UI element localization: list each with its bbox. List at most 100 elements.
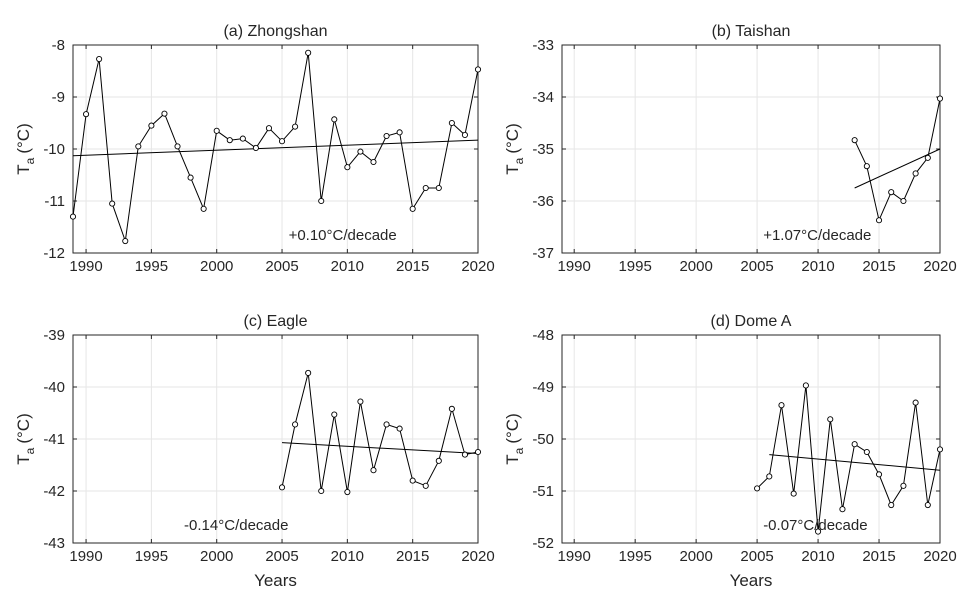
y-label-main: T	[503, 454, 522, 464]
data-point	[448, 405, 455, 412]
y-axis-label: Ta (°C)	[503, 413, 526, 464]
data-point	[331, 116, 338, 123]
chart-panel-0: 1990 1995 2000 2005 2010 2015 2020 -12 -11 -10 -9 -…	[14, 23, 495, 275]
series-line	[72, 52, 479, 242]
y-label-subscript: a	[23, 447, 37, 454]
data-point	[383, 132, 390, 140]
y-tick-label: -34	[532, 89, 554, 106]
data-point	[936, 95, 944, 102]
y-tick-label: -9	[52, 89, 65, 106]
data-point	[318, 487, 325, 495]
y-tick-label: -37	[532, 245, 554, 262]
x-tick-label: 2005	[265, 258, 298, 275]
data-point	[226, 137, 233, 144]
x-tick-label: 2000	[200, 548, 233, 565]
data-point	[474, 66, 482, 73]
data-point	[422, 184, 429, 192]
data-point	[778, 402, 785, 409]
y-axis-label: Ta (°C)	[14, 413, 37, 464]
x-tick-label: 2000	[200, 258, 233, 275]
data-point	[135, 143, 142, 150]
x-tick-label: 2010	[331, 548, 364, 565]
x-tick-label: 1990	[558, 548, 591, 565]
data-point	[148, 122, 155, 129]
x-tick-label: 2015	[396, 548, 429, 565]
x-tick-label: 2005	[265, 548, 298, 565]
data-point	[790, 490, 797, 497]
y-tick-label: -51	[532, 483, 554, 500]
trend-annotation: -0.14°C/decade	[184, 517, 288, 534]
chart-title: (b) Taishan	[712, 23, 791, 40]
data-point	[318, 197, 325, 205]
data-point	[383, 421, 390, 428]
x-tick-label: 2010	[801, 548, 834, 565]
chart-panel-2: 1990 1995 2000 2005 2010 2015 2020 -43 -42 -41 -40…	[14, 313, 495, 590]
y-tick-label: -49	[532, 379, 554, 396]
y-axis-label: Ta (°C)	[503, 123, 526, 174]
data-point	[863, 163, 870, 170]
data-point	[815, 528, 822, 535]
data-point	[396, 425, 403, 432]
x-tick-label: 2005	[740, 548, 773, 565]
y-tick-label: -35	[532, 141, 554, 158]
data-point	[187, 174, 194, 181]
y-tick-label: -41	[43, 431, 65, 448]
chart-title: (c) Eagle	[243, 313, 307, 330]
x-tick-label: 2020	[461, 548, 494, 565]
data-point	[265, 125, 273, 132]
y-tick-label: -42	[43, 483, 65, 500]
data-point	[409, 477, 416, 484]
chart-panel-3: 1990 1995 2000 2005 2010 2015 2020 -52 -51 -50 -49…	[503, 313, 957, 590]
trend-annotation: +1.07°C/decade	[763, 227, 871, 244]
series-line	[281, 372, 479, 493]
data-point	[924, 501, 931, 509]
x-tick-label: 2010	[801, 258, 834, 275]
data-point	[888, 189, 895, 196]
x-tick-label: 2015	[396, 258, 429, 275]
data-point	[305, 369, 312, 377]
y-label-main: T	[503, 164, 522, 174]
y-label-unit: (°C)	[503, 123, 522, 153]
data-point	[924, 154, 931, 161]
data-point	[239, 135, 246, 142]
trend-line	[854, 148, 941, 189]
x-tick-label: 1995	[135, 548, 168, 565]
data-point	[278, 484, 286, 491]
y-label-subscript: a	[512, 157, 526, 164]
trend-line	[72, 139, 479, 157]
data-point	[252, 144, 259, 152]
y-tick-label: -39	[43, 327, 65, 344]
y-label-subscript: a	[512, 447, 526, 454]
x-tick-label: 2005	[740, 258, 773, 275]
data-point	[331, 411, 338, 418]
x-tick-label: 2000	[679, 258, 712, 275]
data-point	[370, 158, 377, 166]
x-axis-label: Years	[254, 571, 297, 590]
y-tick-label: -40	[43, 379, 65, 396]
x-tick-label: 2015	[862, 548, 895, 565]
data-point	[888, 501, 895, 509]
y-tick-label: -10	[43, 141, 65, 158]
y-tick-label: -33	[532, 37, 554, 54]
data-point	[802, 382, 809, 389]
data-point	[83, 111, 90, 118]
data-point	[435, 457, 442, 464]
data-point	[409, 205, 416, 212]
x-tick-label: 2020	[923, 548, 956, 565]
chart-title: (d) Dome A	[711, 313, 792, 330]
y-tick-label: -48	[532, 327, 554, 344]
data-point	[863, 448, 870, 456]
data-point	[305, 49, 312, 56]
data-point	[851, 441, 858, 448]
series-line	[854, 98, 941, 222]
x-tick-label: 2020	[461, 258, 494, 275]
data-point	[435, 184, 442, 192]
y-tick-label: -8	[52, 37, 65, 54]
data-point	[122, 237, 129, 245]
y-label-unit: (°C)	[14, 123, 33, 153]
data-point	[875, 217, 883, 224]
data-point	[292, 421, 299, 428]
trend-annotation: -0.07°C/decade	[763, 517, 867, 534]
trend-annotation: +0.10°C/decade	[289, 227, 397, 244]
